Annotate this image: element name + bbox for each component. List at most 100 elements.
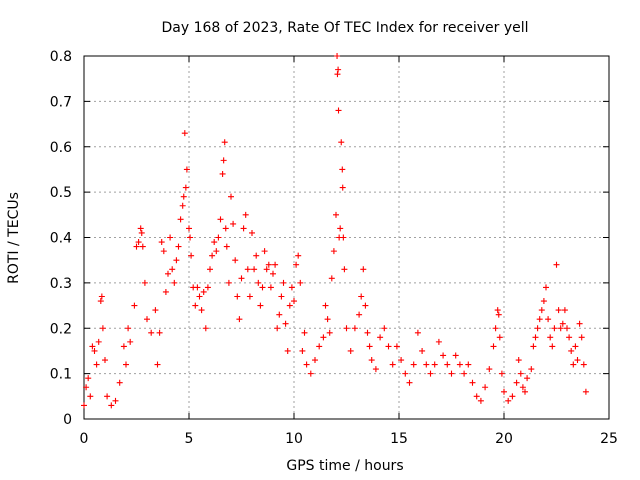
axis-ticks [83, 55, 610, 420]
roti-point [522, 388, 528, 395]
roti-point [131, 302, 138, 309]
roti-point [116, 379, 123, 386]
roti-point [448, 370, 455, 377]
y-tick-label: 0.6 [50, 140, 72, 156]
roti-point [215, 234, 222, 241]
roti-point [343, 325, 350, 332]
roti-point [312, 357, 318, 364]
roti-point [220, 157, 227, 164]
roti-point [324, 316, 331, 323]
roti-point [393, 343, 400, 350]
roti-point [219, 170, 226, 177]
roti-point [440, 352, 447, 359]
roti-point [389, 361, 396, 368]
roti-point [194, 284, 201, 291]
roti-point [498, 370, 505, 377]
roti-point [530, 343, 537, 350]
roti-point [538, 307, 545, 314]
roti-point [564, 325, 570, 332]
roti-point [543, 284, 549, 291]
roti-point [202, 325, 209, 332]
roti-point [236, 316, 243, 323]
roti-point [532, 334, 539, 341]
roti-point [240, 225, 247, 232]
roti-point [183, 166, 190, 173]
roti-point [165, 270, 171, 277]
y-axis-label: ROTI / TECUs [6, 192, 22, 284]
roti-point [334, 53, 341, 59]
roti-point [282, 320, 289, 327]
roti-point [91, 347, 98, 354]
roti-point [398, 357, 405, 364]
roti-point [179, 202, 186, 209]
roti-point [326, 329, 333, 336]
roti-point [267, 284, 274, 291]
roti-point [482, 384, 489, 391]
roti-point [492, 325, 499, 332]
roti-point [356, 311, 363, 318]
roti-point [253, 252, 260, 259]
roti-point [93, 361, 100, 368]
roti-point [551, 325, 558, 332]
roti-point [244, 266, 251, 273]
roti-point [328, 275, 335, 282]
roti-point [280, 279, 287, 286]
roti-point [322, 302, 329, 309]
roti-point [419, 347, 426, 354]
x-tick-label: 0 [80, 431, 89, 447]
roti-point [259, 284, 266, 291]
roti-point [175, 243, 182, 250]
roti-point [473, 393, 480, 400]
y-tick-label: 0.1 [50, 367, 72, 383]
roti-point [536, 316, 543, 323]
roti-point [263, 266, 270, 273]
roti-point [414, 329, 421, 336]
roti-point [255, 279, 262, 286]
roti-point [495, 311, 502, 318]
roti-point [127, 338, 134, 345]
roti-point [505, 397, 512, 404]
roti-point [351, 325, 358, 332]
roti-point [568, 347, 575, 354]
roti-point [257, 302, 264, 309]
x-axis-label: GPS time / hours [286, 458, 403, 474]
roti-point [192, 302, 199, 309]
roti-point [515, 357, 522, 364]
roti-point [547, 334, 554, 341]
roti-point [223, 243, 230, 250]
roti-point [339, 166, 346, 173]
roti-point [559, 320, 566, 327]
roti-point [104, 393, 111, 400]
roti-point [225, 279, 232, 286]
roti-point [141, 279, 148, 286]
roti-point [347, 347, 354, 354]
roti-point [338, 139, 345, 146]
roti-point [469, 379, 476, 386]
roti-point [303, 361, 310, 368]
roti-point [274, 325, 281, 332]
roti-point [211, 239, 218, 246]
roti-point [222, 225, 229, 232]
roti-point [582, 388, 589, 395]
roti-point [570, 361, 577, 368]
roti-point [154, 361, 161, 368]
roti-point [385, 343, 392, 350]
roti-point [406, 379, 413, 386]
roti-point [204, 284, 211, 291]
roti-point [339, 184, 346, 191]
roti-point [307, 370, 314, 377]
roti-point [580, 361, 587, 368]
roti-point [362, 302, 369, 309]
roti-point [496, 334, 503, 341]
roti-point [187, 234, 194, 241]
roti-point [465, 361, 472, 368]
roti-point [160, 248, 167, 255]
roti-point [333, 211, 339, 218]
y-tick-label: 0 [63, 412, 72, 428]
roti-point [169, 266, 176, 273]
roti-point [137, 225, 144, 232]
roti-point [162, 288, 169, 295]
roti-point [456, 361, 463, 368]
roti-point [534, 325, 541, 332]
